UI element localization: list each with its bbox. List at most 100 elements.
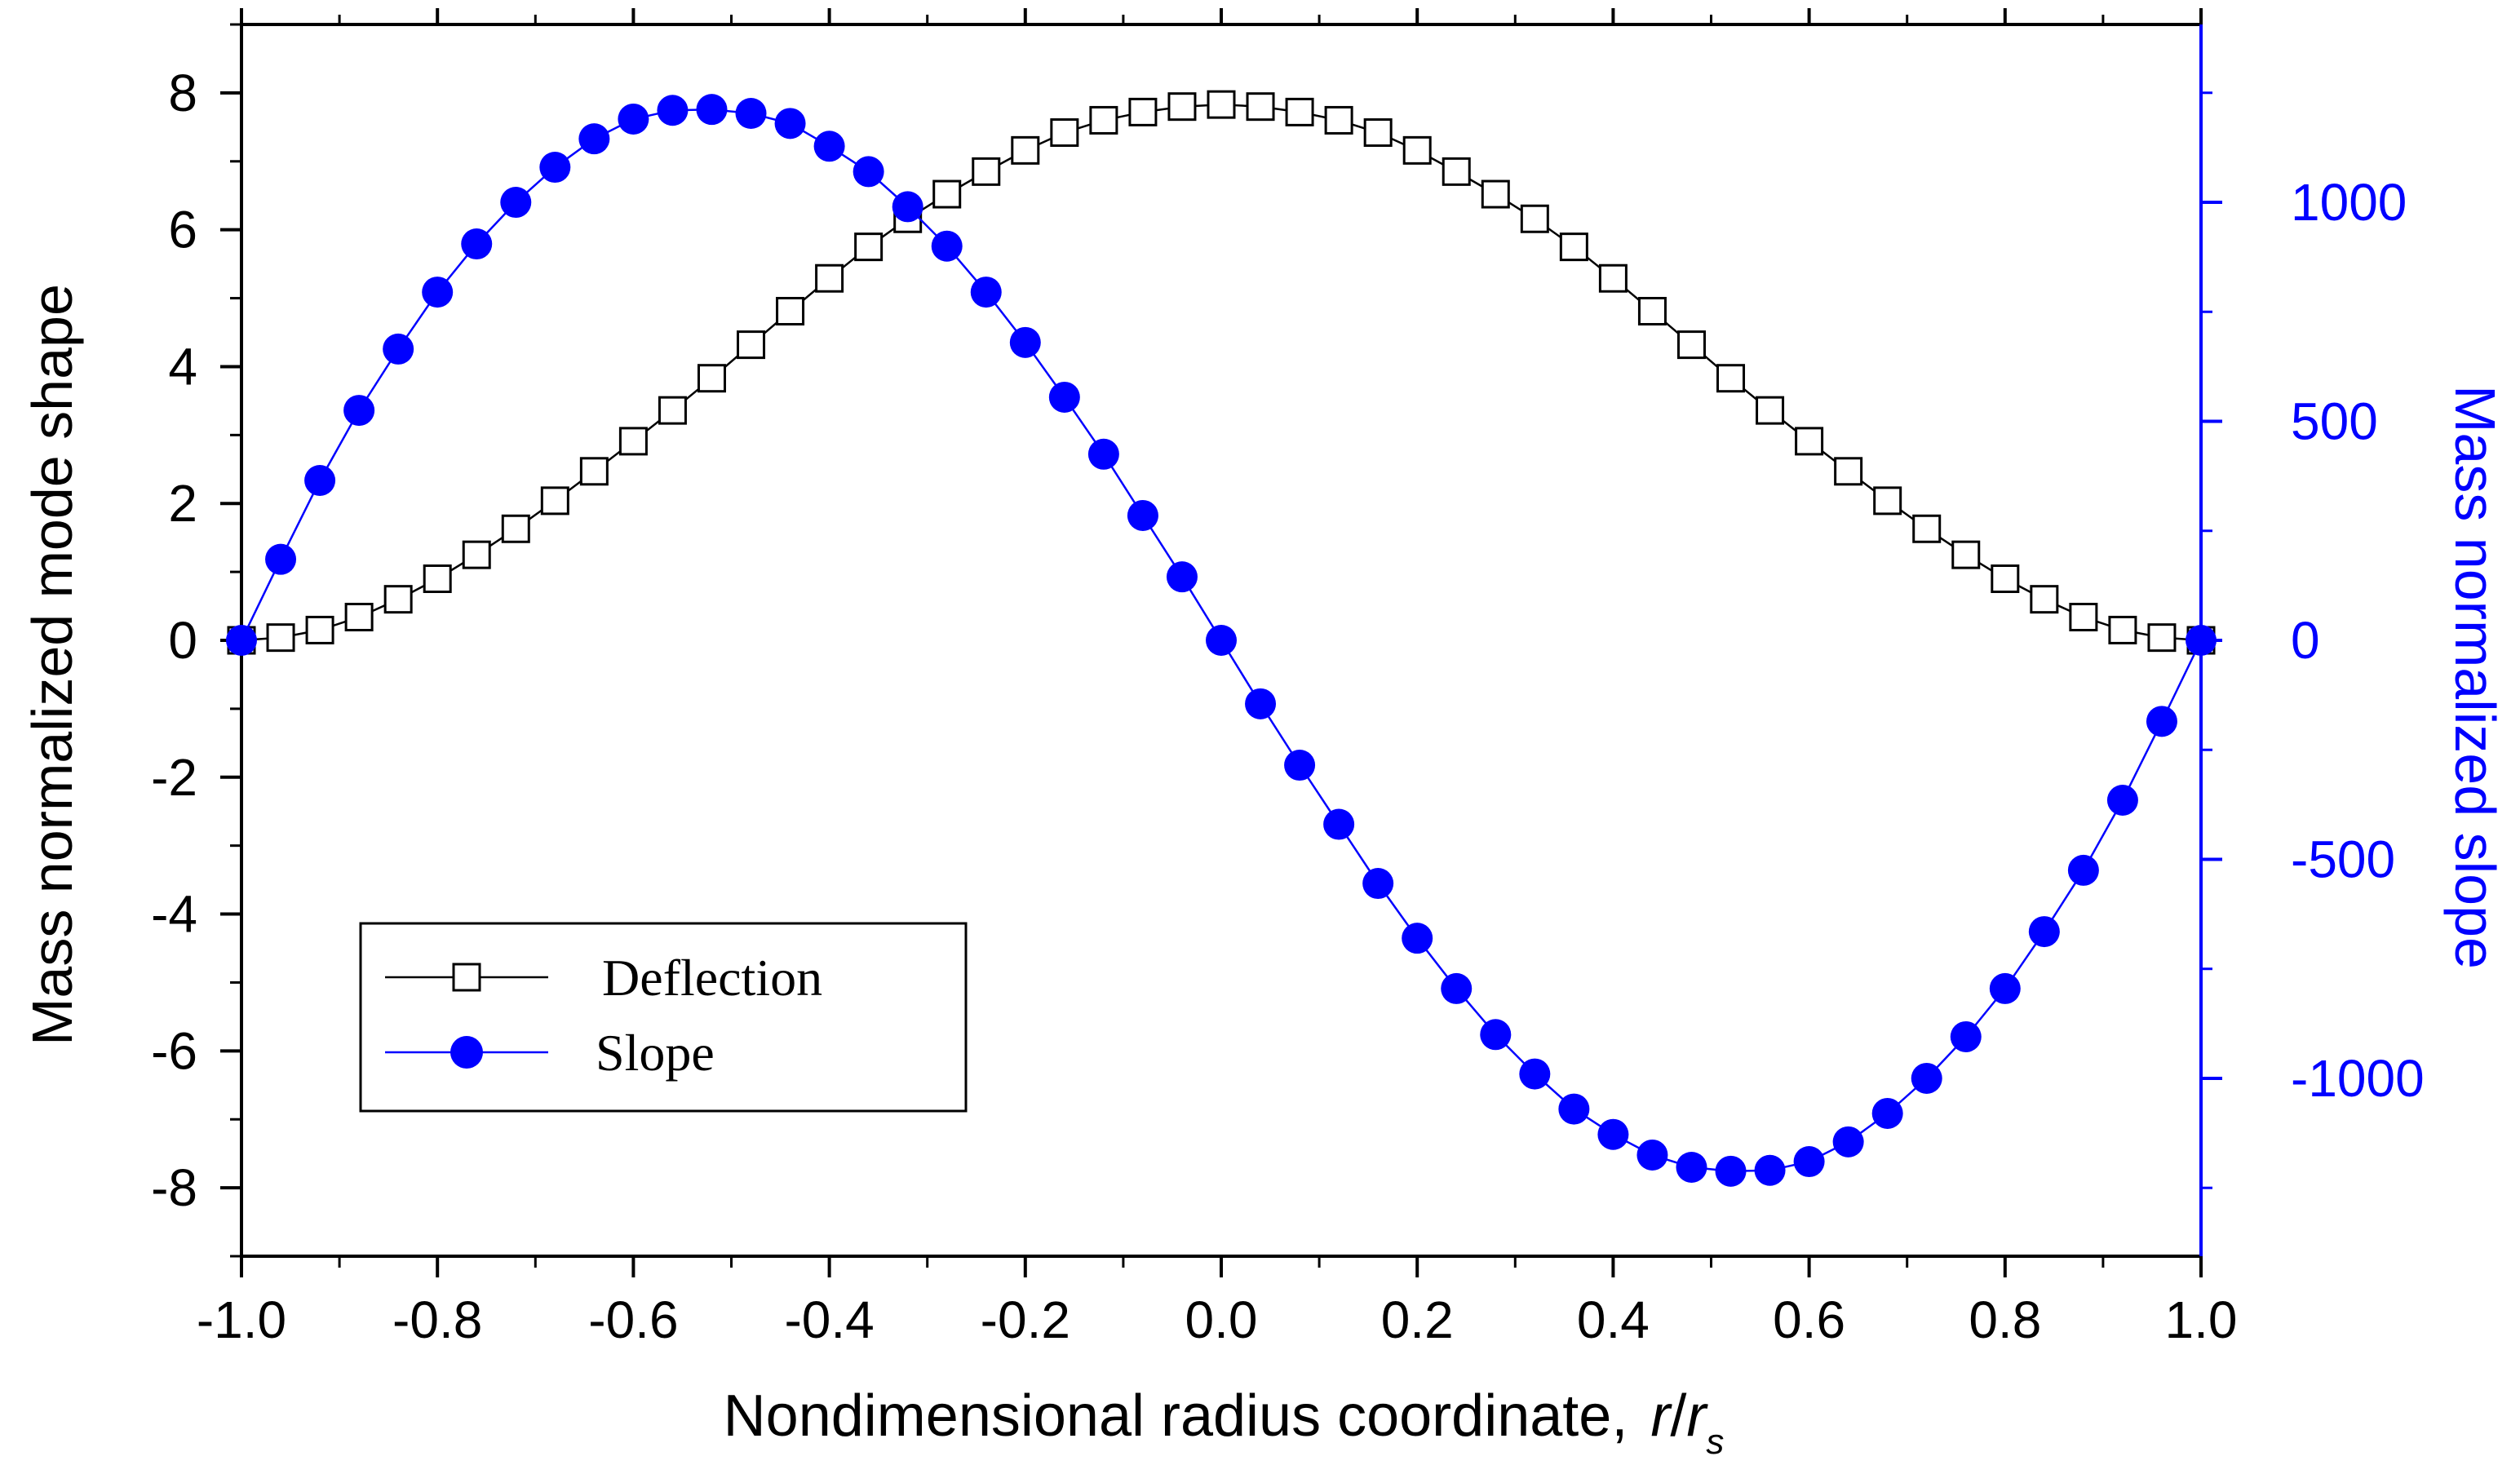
slope-point (1166, 561, 1198, 593)
deflection-point (2030, 585, 2059, 614)
slope-point (1284, 750, 1316, 781)
slope-point (578, 123, 610, 155)
legend-box (359, 922, 968, 1113)
slope-point (1323, 808, 1355, 840)
slope-point (1519, 1058, 1551, 1090)
x-tick-label: -1.0 (197, 1290, 286, 1349)
deflection-point (854, 232, 884, 262)
deflection-point (618, 427, 648, 456)
slope-point (2146, 706, 2177, 737)
y-left-tick-label: 0 (168, 611, 197, 670)
slope-point (2028, 916, 2060, 948)
slope-point (1245, 688, 1277, 719)
slope-point (970, 277, 1002, 308)
deflection-point (1912, 514, 1942, 543)
y-left-tick-label: 8 (168, 64, 197, 122)
x-tick-label: 0.0 (1185, 1290, 1258, 1349)
deflection-point (932, 179, 962, 209)
slope-point (1989, 972, 2021, 1004)
slope-point (1009, 326, 1041, 358)
slope-point (618, 103, 649, 135)
x-tick-label: -0.2 (981, 1290, 1070, 1349)
deflection-point (501, 514, 530, 543)
x-tick-label: 0.8 (1969, 1290, 2041, 1349)
deflection-point (1756, 396, 1785, 425)
deflection-point (697, 364, 726, 393)
slope-point (1911, 1062, 1942, 1094)
slope-point (1832, 1126, 1864, 1158)
deflection-point (540, 486, 569, 516)
deflection-point (462, 540, 491, 569)
slope-point (1362, 868, 1394, 900)
deflection-point (1873, 486, 1902, 516)
y-left-tick-label: -2 (151, 748, 197, 807)
deflection-point (776, 296, 805, 325)
x-tick-label: -0.4 (784, 1290, 874, 1349)
series-layer (226, 90, 2217, 1187)
slope-point (343, 395, 375, 427)
x-axis-ticks: -1.0 -0.8 -0.6 -0.4 -0.2 0.0 0.2 0.4 0.6 0.8 1.0 (197, 8, 2238, 1349)
deflection-point (658, 396, 687, 425)
slope-point (1048, 381, 1080, 413)
slope-point (853, 156, 884, 188)
slope-point (1754, 1154, 1786, 1186)
x-tick-label: 0.4 (1577, 1290, 1650, 1349)
legend-marker-slope (450, 1036, 483, 1069)
y-left-tick-label: -8 (151, 1158, 197, 1217)
y-left-tick-label: -4 (151, 885, 197, 944)
deflection-point (815, 263, 844, 293)
deflection-point (1716, 364, 1746, 393)
slope-point (265, 543, 297, 575)
deflection-point (1050, 118, 1079, 148)
slope-point (1676, 1151, 1707, 1183)
deflection-point (579, 457, 609, 486)
deflection-point (1991, 564, 2020, 593)
deflection-point (1951, 540, 1981, 569)
slope-point (774, 108, 806, 139)
legend-entry-deflection: Deflection (385, 949, 822, 1007)
slope-point (1950, 1020, 1982, 1052)
deflection-point (2147, 623, 2177, 653)
slope-point (1480, 1019, 1512, 1051)
x-tick-label: 1.0 (2165, 1290, 2238, 1349)
deflection-point (2108, 615, 2137, 644)
deflection-point (1207, 90, 1236, 119)
deflection-point (737, 330, 766, 360)
slope-point (461, 228, 493, 260)
deflection-point (1834, 457, 1863, 486)
slope-point (1206, 625, 1237, 656)
y-left-tick-label: -6 (151, 1021, 197, 1080)
slope-point (892, 191, 923, 223)
slope-point (1793, 1146, 1825, 1178)
y-left-axis-label: Mass normalized mode shape (20, 284, 84, 1046)
deflection-point (423, 564, 452, 593)
deflection-point (1442, 157, 1471, 186)
x-tick-label: -0.6 (588, 1290, 678, 1349)
slope-point (1715, 1155, 1747, 1187)
deflection-point (305, 615, 334, 644)
slope-point (1597, 1118, 1629, 1150)
deflection-point (1520, 204, 1549, 233)
legend-label-slope: Slope (596, 1024, 715, 1082)
deflection-point (1598, 263, 1628, 293)
x-tick-label: 0.6 (1773, 1290, 1845, 1349)
slope-point (304, 465, 336, 497)
deflection-point (1167, 92, 1197, 122)
y-right-tick-label: -1000 (2291, 1049, 2425, 1108)
legend-entry-slope: Slope (385, 1024, 715, 1082)
y-left-axis-ticks: -8 -6 -4 -2 0 2 4 6 8 (151, 23, 241, 1258)
slope-point (383, 333, 414, 365)
deflection-point (1128, 97, 1158, 126)
slope-point (2106, 784, 2138, 816)
slope-point (226, 625, 257, 656)
slope-point (696, 94, 728, 126)
y-right-tick-label: -500 (2291, 830, 2395, 888)
deflection-point (1676, 330, 1706, 360)
deflection-point (1637, 296, 1667, 325)
deflection-point (1285, 97, 1314, 126)
deflection-point (2069, 602, 2098, 631)
slope-point (1871, 1097, 1903, 1129)
deflection-point (344, 602, 374, 631)
slope-point (1402, 923, 1433, 954)
